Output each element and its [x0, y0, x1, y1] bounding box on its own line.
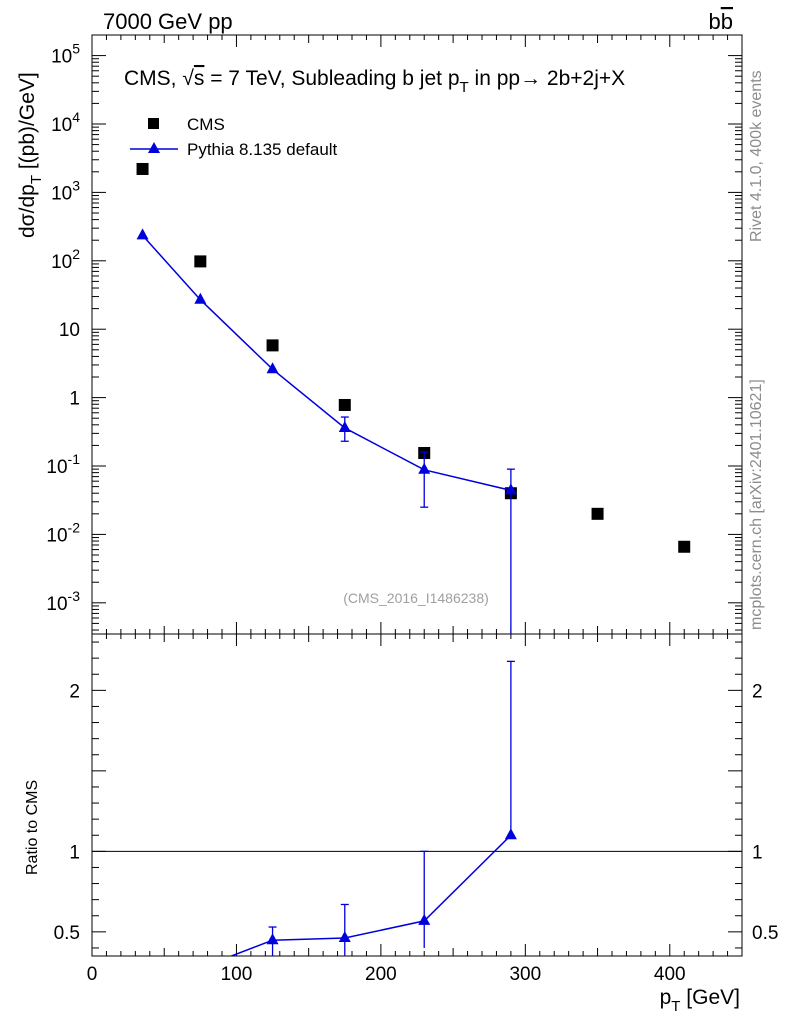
legend-marker-pythia	[148, 142, 160, 153]
ratio-data-point	[338, 930, 351, 942]
y-tick-label: 10-2	[46, 519, 80, 546]
ratio-y-tick-label: 0.5	[54, 923, 80, 944]
ratio-data-point	[504, 828, 517, 840]
ratio-y-tick-label: 1	[69, 842, 80, 863]
ratio-line	[229, 834, 512, 956]
y-tick-label: 102	[51, 246, 80, 273]
legend: CMS Pythia 8.135 default	[130, 115, 338, 159]
analysis-id-watermark: (CMS_2016_I1486238)	[343, 590, 489, 606]
pythia-data-point	[418, 462, 431, 474]
ratio-data-point	[418, 913, 431, 925]
chart-marks	[136, 162, 691, 972]
y-tick-label: 10	[59, 320, 80, 341]
x-tick-label: 200	[365, 964, 397, 985]
cms-data-point	[194, 255, 207, 268]
main-plot-area	[136, 162, 691, 634]
main-y-axis-title: dσ/dpT [(pb)/GeV]	[16, 72, 45, 238]
pythia-data-point	[136, 228, 149, 240]
mcplots-label: mcplots.cern.ch [arXiv:2401.10621]	[748, 379, 765, 630]
legend-label-cms: CMS	[187, 115, 225, 134]
legend-marker-cms	[148, 118, 159, 129]
y-tick-label: 10-1	[46, 451, 80, 478]
cms-data-point	[338, 398, 351, 411]
x-tick-label: 300	[509, 964, 541, 985]
ratio-y-tick-label-right: 1	[752, 842, 763, 863]
ratio-y-axis-title: Ratio to CMS	[24, 780, 41, 875]
ratio-y-tick-label-right: 2	[752, 681, 763, 702]
y-tick-label: 105	[51, 41, 80, 68]
cms-data-point	[266, 339, 279, 352]
ratio-y-tick-label: 2	[69, 681, 80, 702]
x-tick-label: 400	[654, 964, 686, 985]
rivet-version-label: Rivet 4.1.0, 400k events	[748, 70, 765, 242]
axis-tick-labels: 0 100 200 300 400 10-3 10-2 10-1 1 10 102 103 104 105…	[46, 41, 778, 985]
y-tick-label: 103	[51, 177, 80, 204]
x-tick-label: 100	[221, 964, 253, 985]
process-label: bb	[709, 9, 734, 34]
ratio-data-point	[194, 961, 206, 972]
y-tick-label: 1	[69, 389, 80, 410]
ratio-plot-area	[194, 660, 517, 972]
pythia-data-point	[338, 420, 351, 432]
ratio-panel-frame	[91, 633, 743, 957]
y-tick-label: 10-3	[46, 588, 80, 615]
cms-data-point	[591, 507, 604, 520]
y-tick-label: 104	[51, 109, 80, 136]
pythia-data-point	[504, 483, 517, 495]
ratio-data-point	[266, 933, 279, 945]
x-axis-title: pT [GeV]	[660, 986, 740, 1015]
ratio-y-tick-label-right: 0.5	[752, 923, 778, 944]
pythia-data-point	[266, 362, 279, 374]
cms-data-point	[136, 162, 149, 175]
cms-data-point	[678, 540, 691, 553]
pythia-line	[141, 234, 512, 492]
axis-ticks	[91, 34, 743, 956]
energy-label: 7000 GeV pp	[103, 9, 233, 34]
pythia-data-point	[194, 292, 207, 304]
legend-label-pythia: Pythia 8.135 default	[187, 140, 338, 159]
x-tick-label: 0	[87, 964, 98, 985]
plot-title: CMS, √s = 7 TeV, Subleading b jet pT in …	[124, 67, 625, 96]
